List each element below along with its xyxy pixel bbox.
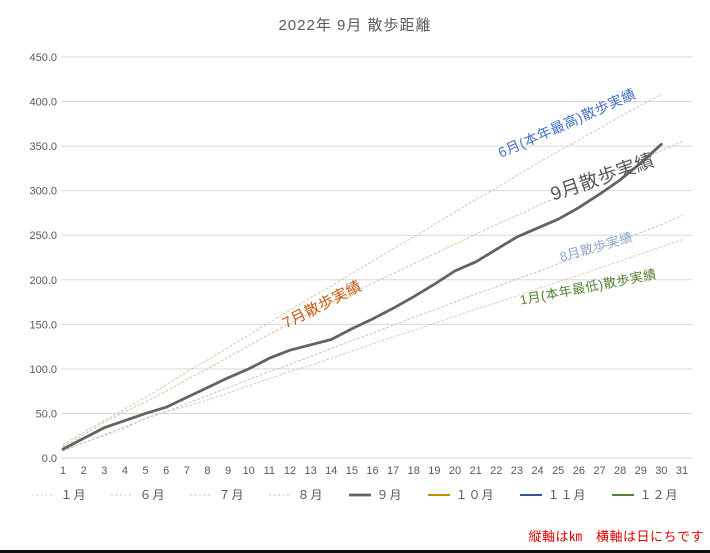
x-tick-label: 24: [531, 465, 543, 477]
axis-note: 縦軸は㎞ 横軸は日にちです: [528, 529, 704, 544]
x-tick-label: 18: [408, 465, 420, 477]
y-tick-label: 250.0: [29, 230, 57, 242]
x-tick-label: 21: [470, 465, 482, 477]
x-tick-label: 23: [511, 465, 523, 477]
legend-line-sample: [111, 494, 134, 495]
legend-line-sample: [427, 493, 450, 496]
series-line-８月: [62, 215, 683, 452]
x-tick-label: 22: [490, 465, 502, 477]
x-tick-label: 4: [122, 465, 128, 477]
legend-line-sample: [190, 494, 213, 495]
legend-item-６月: ６月: [110, 486, 165, 503]
legend-item-９月: ９月: [348, 486, 403, 503]
x-tick-label: 30: [655, 465, 667, 477]
legend-item-１０月: １０月: [427, 486, 495, 503]
x-tick-label: 27: [593, 465, 605, 477]
y-tick-label: 400.0: [29, 97, 57, 109]
chart-legend: １月 ６月 ７月 ８月 ９月 １０月 １１月 １２月: [0, 486, 710, 503]
x-tick-label: 14: [325, 465, 337, 477]
x-tick-label: 11: [264, 465, 275, 477]
legend-line-sample: [611, 493, 634, 496]
x-tick-label: 3: [101, 465, 107, 477]
y-tick-label: 150.0: [29, 319, 57, 331]
x-tick-label: 29: [635, 465, 647, 477]
legend-item-１２月: １２月: [611, 486, 679, 503]
legend-line-sample: [348, 493, 371, 496]
x-tick-label: 7: [184, 465, 190, 477]
series-line-７月: [62, 141, 683, 447]
chart-title: 2022年 9月 散歩距離: [278, 17, 432, 34]
legend-label: ７月: [218, 488, 245, 502]
x-tick-label: 6: [163, 465, 169, 477]
legend-label: ８月: [297, 488, 324, 502]
x-tick-label: 26: [573, 465, 585, 477]
legend-line-sample: [32, 494, 55, 495]
x-tick-label: 5: [142, 465, 148, 477]
x-tick-label: 17: [387, 465, 399, 477]
legend-item-７月: ７月: [189, 486, 244, 503]
legend-line-sample: [269, 494, 292, 495]
legend-label: １１月: [547, 488, 587, 502]
series-line-９月: [61, 142, 663, 451]
x-tick-label: 16: [366, 465, 378, 477]
legend-item-８月: ８月: [268, 486, 323, 503]
x-tick-label: 19: [428, 465, 440, 477]
x-tick-label: 12: [284, 465, 296, 477]
legend-label: １０月: [455, 488, 495, 502]
window-bottom-edge: [0, 550, 710, 553]
x-tick-label: 28: [614, 465, 626, 477]
series-line-１月: [62, 239, 683, 451]
y-tick-label: 50.0: [36, 408, 57, 420]
legend-item-１月: １月: [31, 486, 86, 503]
x-tick-label: 25: [552, 465, 564, 477]
x-tick-label: 31: [676, 465, 688, 477]
y-tick-label: 0.0: [42, 453, 57, 465]
x-tick-label: 1: [60, 465, 66, 477]
series-line-６月: [62, 93, 662, 446]
y-tick-label: 300.0: [29, 186, 57, 198]
legend-line-sample: [519, 493, 542, 496]
y-tick-label: 100.0: [29, 364, 57, 376]
x-tick-label: 15: [346, 465, 358, 477]
x-tick-label: 8: [204, 465, 210, 477]
x-tick-label: 9: [225, 465, 231, 477]
legend-label: ６月: [139, 488, 166, 502]
x-tick-label: 10: [243, 465, 255, 477]
y-tick-label: 450.0: [29, 52, 57, 64]
y-tick-label: 350.0: [29, 141, 57, 153]
y-tick-label: 200.0: [29, 275, 57, 287]
x-tick-label: 13: [304, 465, 316, 477]
x-tick-label: 2: [81, 465, 87, 477]
legend-item-１１月: １１月: [519, 486, 587, 503]
legend-label: ９月: [376, 488, 403, 502]
legend-label: １月: [60, 488, 87, 502]
legend-label: １２月: [639, 488, 679, 502]
x-tick-label: 20: [449, 465, 461, 477]
